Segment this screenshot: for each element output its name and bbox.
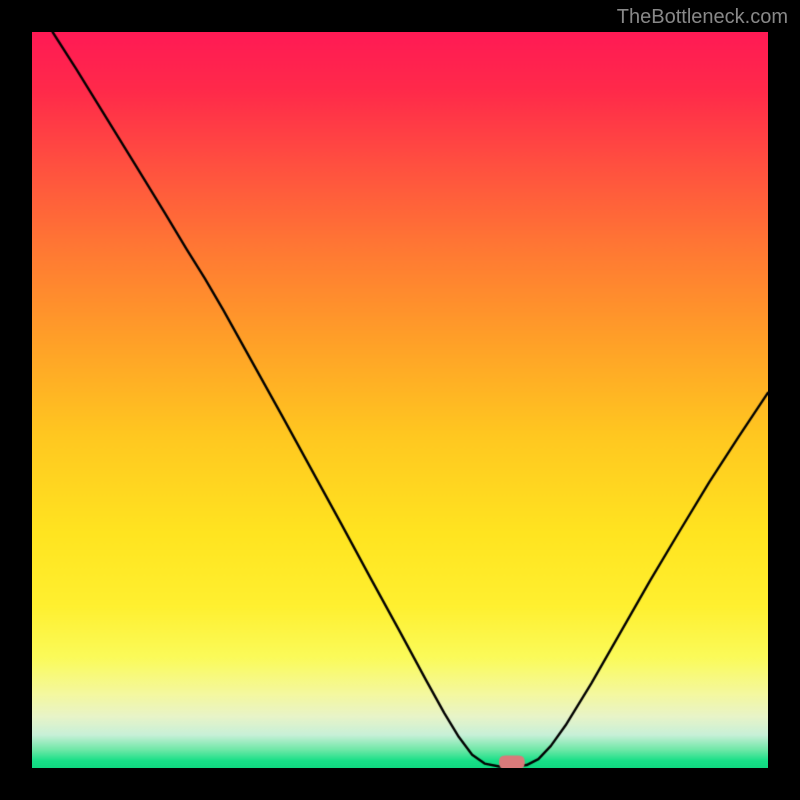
chart-canvas [32, 32, 768, 768]
watermark-text: TheBottleneck.com [617, 6, 788, 29]
bottleneck-chart [32, 32, 768, 768]
